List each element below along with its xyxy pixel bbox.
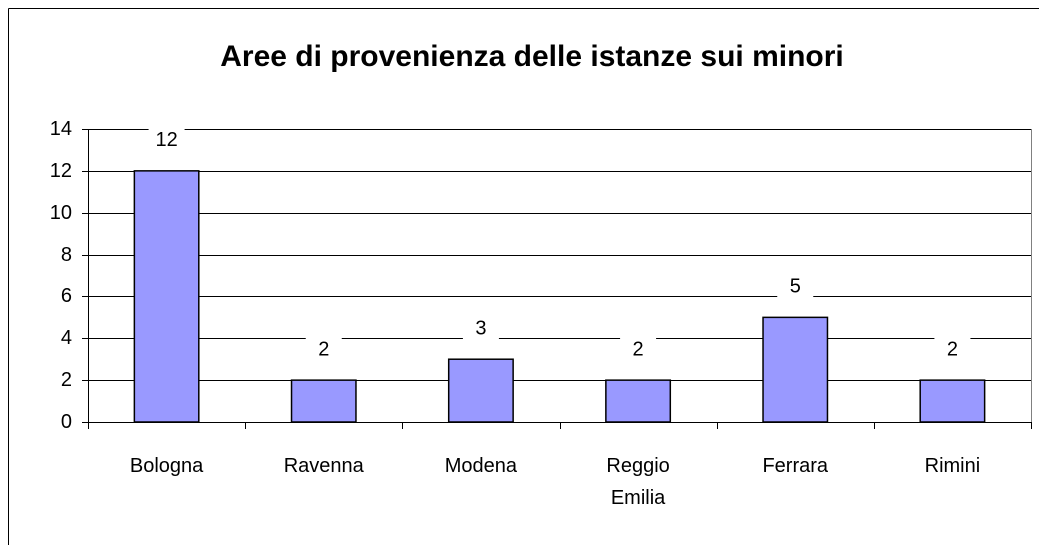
y-tick-label: 10	[50, 202, 72, 224]
x-tick-label: Bologna	[129, 455, 204, 477]
bar	[133, 170, 200, 423]
y-tick-label: 4	[61, 327, 72, 349]
data-label: 2	[947, 338, 958, 360]
data-label-bg	[620, 335, 657, 364]
y-tick-label: 8	[61, 244, 72, 266]
chart-title: Aree di provenienza delle istanze sui mi…	[220, 40, 844, 73]
bar	[762, 316, 829, 423]
data-label: 5	[790, 276, 801, 298]
x-tick-label: Rimini	[924, 455, 981, 477]
data-label-bg	[934, 335, 971, 364]
bar	[447, 358, 514, 423]
bar	[290, 379, 357, 423]
data-label-bg	[305, 335, 342, 364]
x-tick-label: Ferrara	[762, 455, 829, 477]
bar	[605, 379, 672, 423]
data-label: 2	[318, 338, 329, 360]
data-label: 12	[155, 129, 177, 151]
plot-area	[88, 129, 1032, 423]
y-tick-label: 2	[61, 369, 72, 391]
data-label: 2	[633, 338, 644, 360]
x-tick-label: Ravenna	[283, 455, 364, 477]
data-label-bg	[148, 125, 185, 154]
data-label: 3	[475, 317, 486, 339]
data-label-bg	[462, 314, 499, 343]
data-label-bg	[777, 272, 814, 301]
y-tick-label: 0	[61, 411, 72, 433]
y-tick-label: 12	[50, 160, 72, 182]
bar	[919, 379, 986, 423]
x-tick-label: Modena	[444, 455, 518, 477]
x-tick-label: Reggio Emilia	[606, 455, 670, 509]
y-tick-label: 6	[61, 285, 72, 307]
y-tick-label: 14	[50, 118, 72, 140]
